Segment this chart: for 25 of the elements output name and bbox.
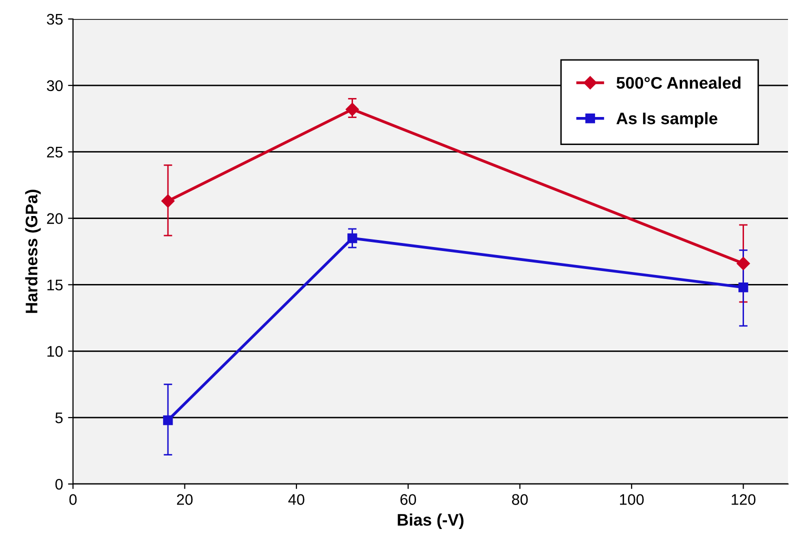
x-tick-label: 100	[620, 494, 644, 505]
legend-label: 500°C Annealed	[616, 76, 740, 89]
legend-label: As Is sample	[616, 112, 718, 128]
x-axis-title: Bias (-V)	[398, 514, 464, 530]
x-tick-label: 0	[69, 494, 77, 505]
point	[738, 282, 748, 292]
y-tick-label: 25	[47, 146, 63, 158]
y-tick-label: 0	[55, 478, 63, 490]
x-tick-label: 60	[400, 494, 416, 505]
x-tick-label: 80	[512, 494, 528, 505]
point	[163, 415, 173, 426]
y-tick-label: 10	[47, 346, 63, 357]
y-tick-label: 20	[47, 213, 63, 224]
point	[161, 194, 175, 208]
y-tick-label: 35	[46, 14, 63, 25]
y-tick-label: 15	[47, 280, 63, 290]
y-tick-label: 5	[55, 412, 63, 424]
y-tick-label: 30	[46, 80, 63, 92]
point	[346, 102, 359, 116]
point	[347, 233, 358, 244]
point	[736, 256, 750, 270]
x-tick-label: 40	[288, 494, 304, 505]
y-axis-title: Hardness (GPa)	[25, 190, 41, 313]
x-tick-label: 20	[176, 494, 193, 505]
x-tick-label: 120	[732, 494, 756, 505]
